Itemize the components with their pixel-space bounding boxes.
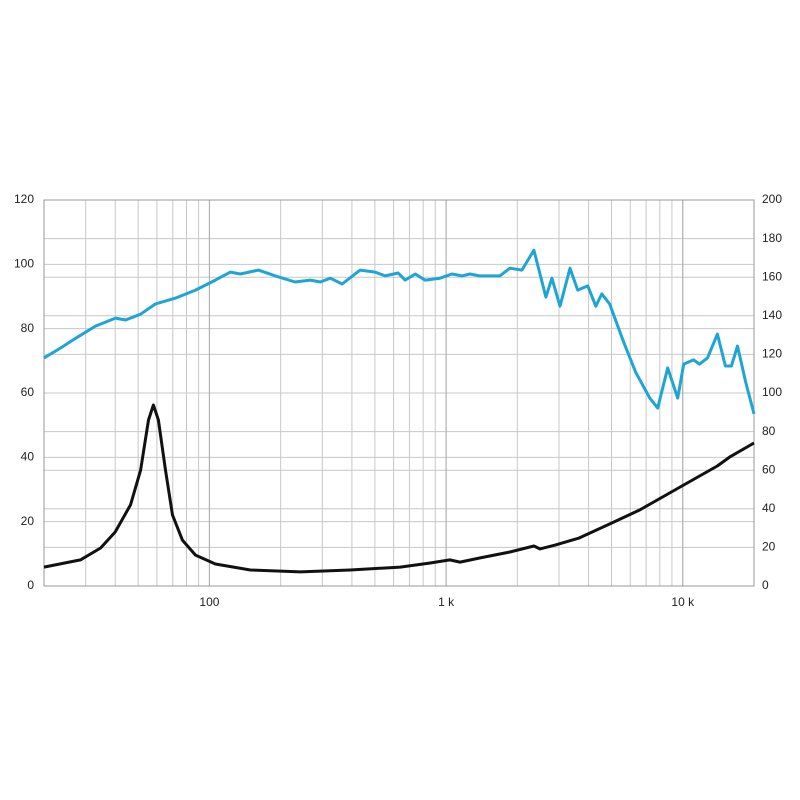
y2-tick-label: 0 [762,578,769,592]
x-tick-label: 10 k [671,595,695,609]
line-series [43,248,756,415]
y2-tick-label: 140 [762,308,782,322]
y-tick-label: 80 [21,321,35,335]
y2-tick-label: 100 [762,385,782,399]
y-tick-label: 20 [21,514,35,528]
y-tick-label: 40 [21,450,35,464]
y2-tick-label: 160 [762,269,782,283]
y2-tick-label: 120 [762,347,782,361]
x-tick-label: 100 [199,595,219,609]
y2-tick-label: 200 [762,192,782,206]
line-series [43,403,755,574]
plot-frame [43,199,755,587]
y-tick-label: 100 [14,257,34,271]
y2-tick-label: 20 [762,540,776,554]
y2-tick-label: 60 [762,462,776,476]
y2-tick-label: 40 [762,501,776,515]
y-tick-label: 0 [27,578,34,592]
y2-tick-label: 80 [762,424,776,438]
x-tick-label: 1 k [438,595,455,609]
y-tick-label: 60 [21,385,35,399]
y2-tick-label: 180 [762,231,782,245]
y-tick-label: 120 [14,192,34,206]
